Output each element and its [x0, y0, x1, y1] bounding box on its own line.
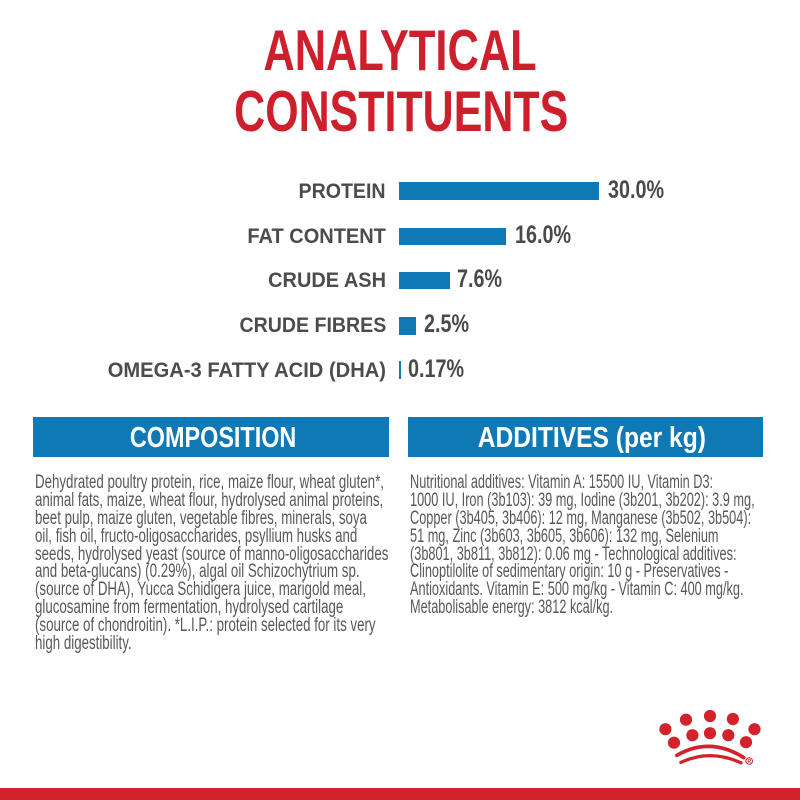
svg-text:R: R: [747, 759, 751, 765]
